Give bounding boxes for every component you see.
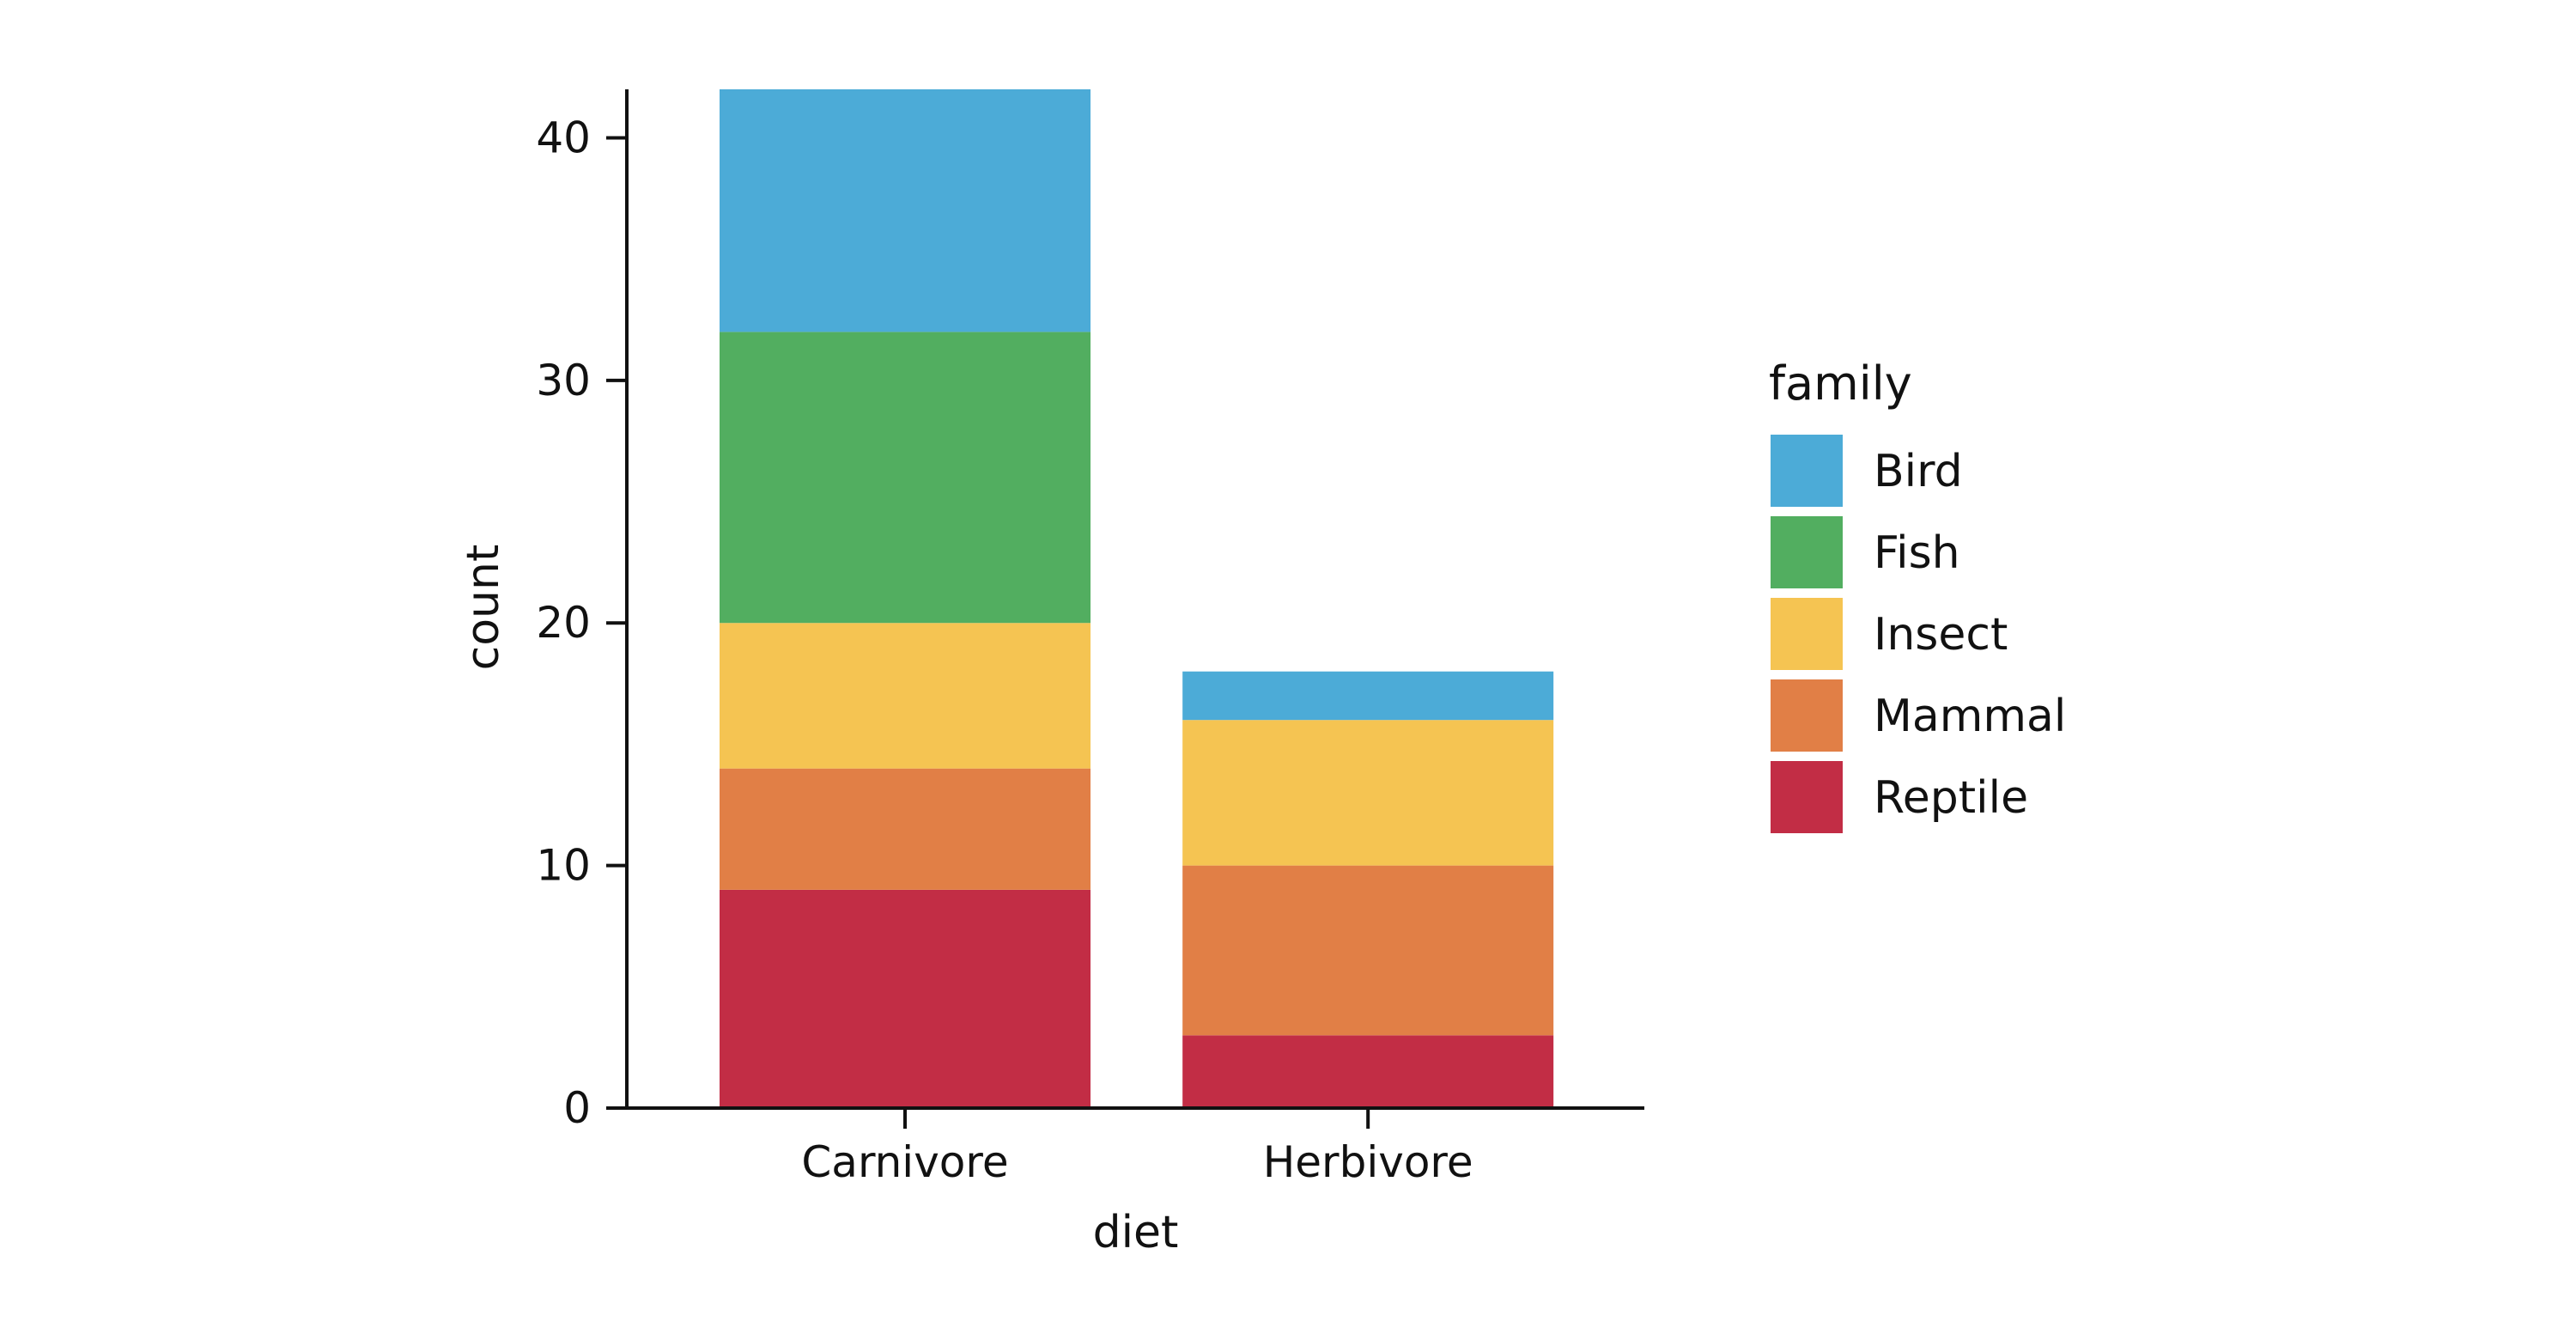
x-ticks: Carnivore Herbivore: [801, 1108, 1473, 1187]
y-tick-label: 30: [536, 356, 591, 405]
x-tick-label: Carnivore: [801, 1137, 1008, 1187]
bar-segment-carnivore-fish: [720, 332, 1091, 624]
bar-segment-herbivore-bird: [1182, 671, 1554, 721]
y-tick-label: 10: [536, 841, 591, 891]
legend-title: family: [1769, 356, 1912, 411]
bars-layer: [720, 89, 1554, 1108]
legend-items: Bird Fish Insect Mammal Reptile: [1771, 435, 2066, 833]
legend-swatch-bird: [1771, 435, 1843, 507]
legend-swatch-insect: [1771, 598, 1843, 670]
x-tick-label: Herbivore: [1263, 1137, 1473, 1187]
legend-swatch-mammal: [1771, 679, 1843, 752]
legend-label-reptile: Reptile: [1874, 772, 2028, 824]
legend-label-fish: Fish: [1874, 527, 1960, 579]
legend-label-bird: Bird: [1874, 446, 1963, 497]
y-ticks: 0 10 20 30 40: [536, 113, 627, 1133]
legend-label-mammal: Mammal: [1874, 691, 2066, 742]
bar-segment-carnivore-reptile: [720, 889, 1091, 1108]
x-axis-title: diet: [1093, 1207, 1179, 1258]
legend-swatch-fish: [1771, 516, 1843, 588]
y-tick-label: 0: [563, 1083, 591, 1133]
bar-segment-herbivore-reptile: [1182, 1035, 1554, 1108]
y-axis-title: count: [458, 545, 509, 671]
axes-layer: [625, 89, 1644, 1110]
legend: family Bird Fish Insect Mammal Reptile: [1769, 356, 2066, 833]
bar-segment-carnivore-insect: [720, 623, 1091, 769]
bar-segment-herbivore-mammal: [1182, 865, 1554, 1036]
bar-segment-carnivore-bird: [720, 89, 1091, 332]
y-tick-label: 20: [536, 598, 591, 648]
y-tick-label: 40: [536, 113, 591, 162]
bar-segment-herbivore-insect: [1182, 720, 1554, 866]
bar-segment-carnivore-mammal: [720, 768, 1091, 890]
legend-label-insect: Insect: [1874, 609, 2008, 661]
legend-swatch-reptile: [1771, 761, 1843, 833]
